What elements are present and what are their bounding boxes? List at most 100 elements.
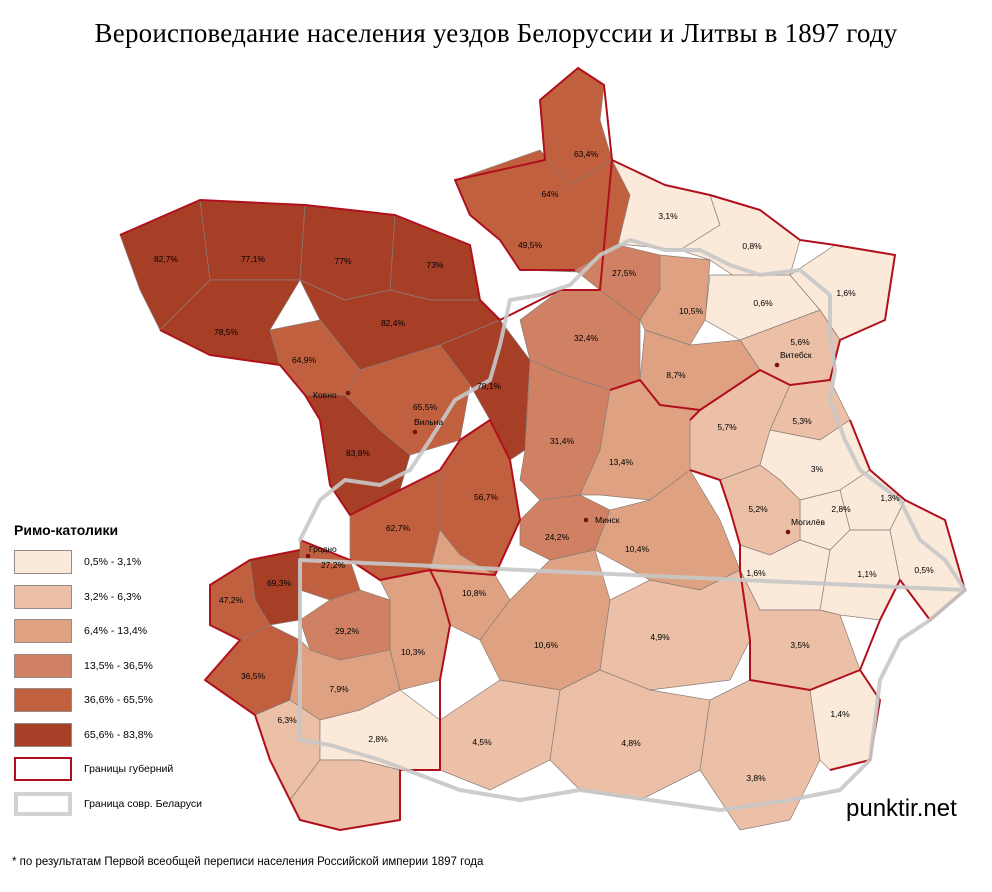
district-zone-03 [299, 204, 396, 301]
district-value-label: 3,8% [746, 773, 766, 783]
district-value-label: 29,2% [335, 626, 360, 636]
district-value-label: 4,5% [472, 737, 492, 747]
legend-swatch-by-border [14, 791, 72, 816]
legend-swatch [14, 619, 72, 643]
district-value-label: 10,4% [625, 544, 650, 554]
district-value-label: 56,7% [474, 492, 499, 502]
district-value-label: 5,7% [717, 422, 737, 432]
legend-item: 36,6% - 65,5% [14, 688, 202, 712]
brand-label: punktir.net [846, 795, 957, 822]
district-value-label: 10,3% [401, 647, 426, 657]
city-labels: Ковно Вильна Витебск Минск Могилёв Гродно [305, 350, 825, 559]
city-label: Вильна [414, 417, 443, 427]
legend-item: 6,4% - 13,4% [14, 619, 202, 643]
legend-label: 13,5% - 36,5% [84, 659, 153, 672]
district-value-label: 13,4% [609, 457, 634, 467]
legend-item-gov-border: Границы губерний [14, 757, 202, 781]
legend-item: 65,6% - 83,8% [14, 722, 202, 747]
legend-item: 13,5% - 36,5% [14, 653, 202, 678]
district-zone-51 [439, 679, 561, 791]
district-value-label: 5,2% [748, 504, 768, 514]
city-label: Минск [595, 515, 620, 525]
district-value-label: 1,6% [746, 568, 766, 578]
city-marker [785, 529, 791, 535]
district-value-label: 4,8% [621, 738, 641, 748]
city-marker [345, 390, 351, 396]
legend-item: 0,5% - 3,1% [14, 550, 202, 574]
district-value-label: 2,8% [368, 734, 388, 744]
district-value-label: 82,7% [154, 254, 179, 264]
legend-label: 3,2% - 6,3% [84, 590, 142, 603]
district-value-label: 27,5% [612, 268, 637, 278]
legend-label: 0,5% - 3,1% [84, 556, 142, 568]
district-value-label: 2,8% [831, 504, 851, 514]
footnote: * по результатам Первой всеобщей перепис… [12, 856, 484, 868]
district-value-label: 0,8% [742, 241, 762, 251]
legend-label: 36,6% - 65,5% [84, 694, 153, 706]
district-value-label: 10,5% [679, 306, 704, 316]
district-value-label: 24,2% [545, 532, 570, 542]
city-marker [774, 362, 780, 368]
district-value-label: 3% [811, 464, 824, 474]
legend-rows: 0,5% - 3,1% 3,2% - 6,3% 6,4% - 13,4% 13,5% … [14, 550, 202, 747]
district-value-label: 64% [541, 189, 558, 199]
district-value-label: 62,7% [386, 523, 411, 533]
district-value-label: 65,5% [413, 402, 438, 412]
district-value-label: 6,3% [277, 715, 297, 725]
district-zone-52 [549, 669, 711, 801]
district-value-label: 77% [334, 256, 351, 266]
legend-label: 6,4% - 13,4% [84, 625, 148, 637]
district-value-label: 78,1% [477, 381, 502, 391]
district-value-label: 1,6% [836, 288, 856, 298]
modern-belarus-border [298, 238, 967, 812]
district-labels: 63,4% 64% 49,5% 82,7% 77,1% 77% 73% 82,4% 78,5% 6… [154, 149, 934, 783]
legend-title: Римо-католики [14, 522, 119, 538]
district-value-label: 31,4% [550, 436, 575, 446]
district-value-label: 7,9% [329, 684, 349, 694]
belarus-border [298, 238, 967, 812]
district-value-label: 4,9% [650, 632, 670, 642]
district-value-label: 3,5% [790, 640, 810, 650]
city-label: Гродно [309, 544, 337, 554]
district-value-label: 47,2% [219, 595, 244, 605]
district-value-label: 0,5% [914, 565, 934, 575]
city-marker [305, 553, 311, 559]
district-zone-45 [599, 569, 751, 691]
district-zone-04 [389, 214, 481, 301]
governorate-border [204, 549, 451, 831]
district-value-label: 83,8% [346, 448, 371, 458]
governorate-border [609, 159, 896, 411]
district-value-label: 1,3% [880, 493, 900, 503]
district-value-label: 78,5% [214, 327, 239, 337]
district-value-label: 0,6% [753, 298, 773, 308]
district-value-label: 10,8% [462, 588, 487, 598]
district-value-label: 69,3% [267, 578, 292, 588]
legend-swatch [14, 688, 72, 712]
legend-swatch-gov-border [14, 757, 72, 781]
district-value-label: 77,1% [241, 254, 266, 264]
district-value-label: 36,5% [241, 671, 266, 681]
legend-swatch [14, 550, 72, 574]
district-value-label: 64,9% [292, 355, 317, 365]
legend-label: Граница совр. Беларуси [84, 797, 202, 810]
district-value-label: 49,5% [518, 240, 543, 250]
city-marker [412, 429, 418, 435]
district-value-label: 3,1% [658, 211, 678, 221]
district-value-label: 1,4% [830, 709, 850, 719]
district-value-label: 10,6% [534, 640, 559, 650]
district-value-label: 32,4% [574, 333, 599, 343]
legend-item-by-border: Граница совр. Беларуси [14, 791, 202, 816]
city-marker [583, 517, 589, 523]
district-value-label: 63,4% [574, 149, 599, 159]
district-value-label: 82,4% [381, 318, 406, 328]
city-label: Ковно [313, 390, 337, 400]
legend-swatch [14, 653, 72, 678]
legend-swatch [14, 584, 72, 609]
governorate-border [689, 409, 881, 771]
district-zone-54 [699, 679, 821, 831]
governorate-border [159, 329, 521, 581]
legend-item: 3,2% - 6,3% [14, 584, 202, 609]
district-value-label: 73% [426, 260, 443, 270]
district-value-label: 8,7% [666, 370, 686, 380]
